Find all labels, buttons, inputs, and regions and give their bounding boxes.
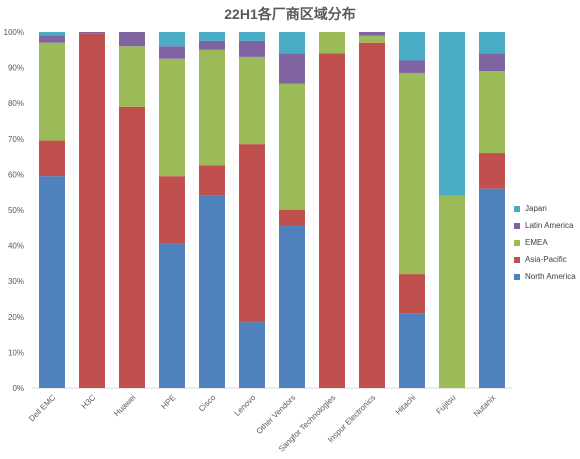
legend-label: Japan bbox=[525, 204, 547, 213]
y-tick-label: 0% bbox=[12, 384, 24, 393]
legend-swatch bbox=[514, 273, 520, 280]
legend-swatch bbox=[514, 222, 520, 229]
legend-swatch bbox=[514, 205, 520, 212]
bar-segment bbox=[39, 140, 65, 177]
bar-segment bbox=[479, 53, 505, 72]
bar-segment bbox=[319, 53, 345, 389]
y-tick-label: 70% bbox=[8, 135, 24, 144]
y-tick-label: 20% bbox=[8, 313, 24, 322]
bar-segment bbox=[239, 32, 265, 41]
legend-label: EMEA bbox=[525, 238, 548, 247]
legend-swatch bbox=[514, 239, 520, 246]
y-axis-ticks: 0% 10% 20% 30% 40% 50% 60% 70% 80% 90% 100% bbox=[4, 28, 24, 393]
legend-label: North America bbox=[525, 272, 576, 281]
bar-segment bbox=[39, 42, 65, 141]
bar-segment bbox=[159, 176, 185, 244]
bar-segment bbox=[39, 35, 65, 43]
bar-segment bbox=[439, 195, 465, 388]
bar-segment bbox=[79, 33, 105, 388]
bar-segment bbox=[479, 32, 505, 54]
bar-segment bbox=[119, 106, 145, 388]
x-tick-label: Huawei bbox=[112, 393, 137, 418]
bar-segment bbox=[319, 32, 345, 54]
bar-segment bbox=[39, 32, 65, 36]
bar-segment bbox=[279, 83, 305, 210]
x-tick-label: Cisco bbox=[197, 393, 218, 414]
x-tick-label: H3C bbox=[80, 393, 98, 411]
x-tick-label: Dell EMC bbox=[27, 393, 57, 423]
bar-segment bbox=[439, 32, 465, 196]
bar-segment bbox=[279, 32, 305, 54]
bar-segment bbox=[479, 153, 505, 189]
bar-segment bbox=[279, 210, 305, 227]
legend-label: Asia-Pacific bbox=[525, 255, 567, 264]
bar-segment bbox=[119, 32, 145, 47]
legend-label: Latin America bbox=[525, 221, 574, 230]
bar-segment bbox=[79, 32, 105, 34]
bar-segment bbox=[239, 144, 265, 323]
y-tick-label: 40% bbox=[8, 242, 24, 251]
bar-segment bbox=[239, 56, 265, 145]
x-tick-label: Fujitsu bbox=[434, 393, 457, 416]
legend-swatch bbox=[514, 256, 520, 263]
legend-item: Latin America bbox=[514, 217, 576, 234]
legend-item: Asia-Pacific bbox=[514, 251, 576, 268]
bar-segment bbox=[359, 42, 385, 389]
bar-segment bbox=[199, 40, 225, 50]
y-tick-label: 50% bbox=[8, 206, 24, 215]
x-tick-label: Other Vendors bbox=[255, 393, 298, 436]
bar-segment bbox=[479, 188, 505, 388]
bar-segment bbox=[199, 195, 225, 388]
bar-segment bbox=[199, 32, 225, 41]
y-tick-label: 90% bbox=[8, 64, 24, 73]
y-tick-label: 10% bbox=[8, 348, 24, 357]
y-tick-label: 80% bbox=[8, 99, 24, 108]
chart-title: 22H1各厂商区域分布 bbox=[224, 6, 356, 22]
legend: Japan Latin America EMEA Asia-Pacific North … bbox=[514, 200, 576, 285]
bar-segment bbox=[399, 274, 425, 314]
bar-series bbox=[39, 32, 505, 389]
bar-segment bbox=[279, 53, 305, 84]
bar-segment bbox=[119, 46, 145, 107]
legend-item: North America bbox=[514, 268, 576, 285]
bar-segment bbox=[199, 165, 225, 196]
bar-segment bbox=[279, 226, 305, 388]
bar-segment bbox=[159, 46, 185, 59]
bar-segment bbox=[399, 313, 425, 388]
bar-segment bbox=[159, 58, 185, 177]
y-tick-label: 100% bbox=[4, 28, 24, 37]
x-tick-label: Hitachi bbox=[394, 393, 418, 417]
bar-segment bbox=[199, 49, 225, 166]
y-tick-label: 30% bbox=[8, 277, 24, 286]
bar-segment bbox=[39, 176, 65, 388]
x-tick-label: HPE bbox=[159, 393, 177, 411]
legend-item: Japan bbox=[514, 200, 576, 217]
bar-segment bbox=[399, 32, 425, 61]
x-tick-label: Lenovo bbox=[232, 393, 257, 418]
bar-segment bbox=[239, 322, 265, 388]
y-tick-label: 60% bbox=[8, 170, 24, 179]
legend-item: EMEA bbox=[514, 234, 576, 251]
bar-segment bbox=[399, 60, 425, 73]
bar-segment bbox=[159, 243, 185, 388]
bar-segment bbox=[359, 32, 385, 36]
bar-segment bbox=[159, 32, 185, 47]
bar-segment bbox=[479, 71, 505, 154]
bar-segment bbox=[359, 35, 385, 43]
bar-segment bbox=[399, 72, 425, 275]
x-tick-label: Nutanix bbox=[472, 393, 498, 419]
bar-segment bbox=[239, 40, 265, 57]
